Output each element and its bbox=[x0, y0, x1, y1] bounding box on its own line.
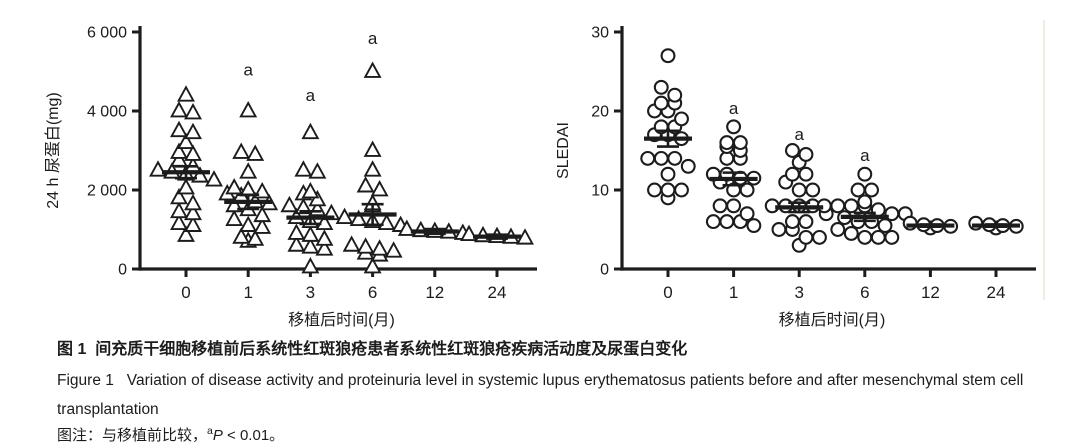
svg-text:30: 30 bbox=[591, 25, 609, 42]
figure-note: 图注：与移植前比较，aP < 0.01。 bbox=[57, 426, 1062, 443]
svg-text:12: 12 bbox=[425, 283, 444, 302]
svg-text:24 h 尿蛋白(mg): 24 h 尿蛋白(mg) bbox=[44, 92, 62, 208]
svg-text:6: 6 bbox=[860, 283, 869, 302]
svg-text:0: 0 bbox=[118, 262, 127, 279]
mean-error-bars bbox=[162, 165, 521, 240]
svg-text:a: a bbox=[729, 99, 739, 118]
svg-text:0: 0 bbox=[181, 283, 190, 302]
figure-caption-en: Figure 1 Variation of disease activity a… bbox=[57, 372, 1028, 418]
mean-error-bars bbox=[644, 129, 1020, 229]
figure-note-suffix: < 0.01。 bbox=[222, 427, 285, 443]
svg-text:a: a bbox=[860, 146, 870, 165]
figure-note-superscript-a: a bbox=[207, 425, 213, 438]
svg-text:6: 6 bbox=[368, 283, 377, 302]
svg-text:24: 24 bbox=[488, 283, 507, 302]
figure-caption: 图 1 间充质干细胞移植前后系统性红斑狼疮患者系统性红斑狼疮疾病活动度及尿蛋白变… bbox=[57, 340, 1062, 443]
svg-text:2 000: 2 000 bbox=[87, 183, 127, 200]
svg-text:6 000: 6 000 bbox=[87, 25, 127, 42]
axes: 0 10 20 30 0 1 3 6 12 24 SLEDAI 移植后时间(月) bbox=[555, 25, 1036, 329]
svg-text:SLEDAI: SLEDAI bbox=[555, 122, 572, 179]
svg-text:a: a bbox=[368, 29, 378, 48]
svg-text:3: 3 bbox=[306, 283, 315, 302]
significance-labels: a a a bbox=[729, 99, 870, 165]
svg-text:24: 24 bbox=[987, 283, 1006, 302]
svg-text:1: 1 bbox=[243, 283, 252, 302]
svg-text:a: a bbox=[243, 60, 253, 79]
svg-text:a: a bbox=[794, 125, 804, 144]
svg-text:0: 0 bbox=[663, 283, 672, 302]
svg-text:12: 12 bbox=[921, 283, 940, 302]
svg-text:4 000: 4 000 bbox=[87, 104, 127, 121]
svg-text:移植后时间(月): 移植后时间(月) bbox=[288, 311, 395, 329]
significance-labels: a a a bbox=[243, 29, 377, 105]
page-edge-divider bbox=[1043, 20, 1045, 300]
svg-text:1: 1 bbox=[729, 283, 738, 302]
svg-text:0: 0 bbox=[600, 262, 609, 279]
svg-text:20: 20 bbox=[591, 104, 609, 121]
figure-note-p-symbol: P bbox=[212, 427, 223, 443]
svg-text:10: 10 bbox=[591, 183, 609, 200]
figure-note-prefix: 图注：与移植前比较， bbox=[57, 427, 208, 443]
figure-caption-cn: 图 1 间充质干细胞移植前后系统性红斑狼疮患者系统性红斑狼疮疾病活动度及尿蛋白变… bbox=[57, 341, 688, 358]
data-points bbox=[640, 48, 1024, 253]
data-points bbox=[149, 61, 534, 274]
sledai-scatter-plot: 0 10 20 30 0 1 3 6 12 24 SLEDAI 移植后时间(月) a a a bbox=[555, 25, 1036, 329]
svg-text:3: 3 bbox=[794, 283, 803, 302]
proteinuria-scatter-plot: 0 2 000 4 000 6 000 0 1 3 6 12 24 24 h 尿蛋白(mg) 移植后时… bbox=[44, 25, 537, 329]
svg-text:移植后时间(月): 移植后时间(月) bbox=[779, 311, 886, 329]
axes: 0 2 000 4 000 6 000 0 1 3 6 12 24 24 h 尿蛋白(mg) 移植后时… bbox=[44, 25, 537, 329]
svg-text:a: a bbox=[306, 86, 316, 105]
